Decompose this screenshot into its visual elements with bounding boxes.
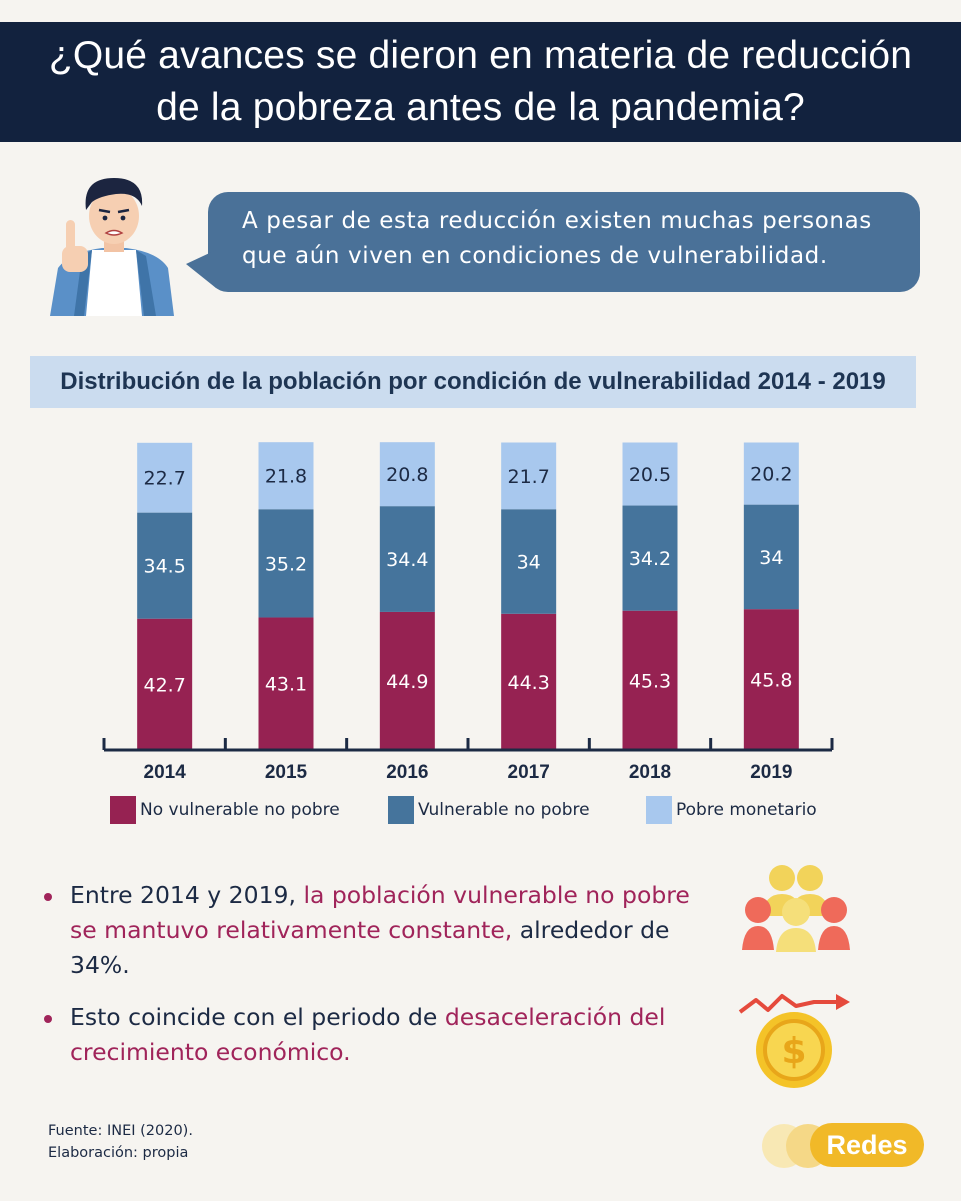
legend-swatch-pobre <box>646 796 672 824</box>
svg-text:$: $ <box>781 1031 806 1072</box>
data-label-pobre-monetario-2018: 20.5 <box>629 464 671 486</box>
bar-vulnerable-no-pobre-2015 <box>258 509 314 618</box>
data-label-no-vulnerable-no-pobre-2017: 44.3 <box>508 672 550 694</box>
bar-pobre-monetario-2017 <box>501 442 557 510</box>
chart-title: Distribución de la población por condici… <box>30 356 916 408</box>
person-pointing-icon <box>50 178 174 316</box>
bar-vulnerable-no-pobre-2019 <box>743 504 799 610</box>
legend-label-no-vulnerable: No vulnerable no pobre <box>140 800 340 820</box>
legend-item-no-vulnerable: No vulnerable no pobre <box>110 796 340 824</box>
logo-text: Redes <box>810 1123 924 1167</box>
data-label-no-vulnerable-no-pobre-2018: 45.3 <box>629 670 671 692</box>
legend-item-vulnerable: Vulnerable no pobre <box>388 796 590 824</box>
x-tick-label-2015: 2015 <box>265 762 308 783</box>
bullet-dot <box>44 1015 52 1023</box>
legend-label-vulnerable: Vulnerable no pobre <box>418 800 590 820</box>
data-label-no-vulnerable-no-pobre-2019: 45.8 <box>750 670 792 692</box>
data-label-vulnerable-no-pobre-2018: 34.2 <box>629 548 671 570</box>
data-label-pobre-monetario-2015: 21.8 <box>265 466 307 488</box>
legend-item-pobre: Pobre monetario <box>646 796 817 824</box>
data-label-vulnerable-no-pobre-2016: 34.4 <box>386 549 428 571</box>
data-label-no-vulnerable-no-pobre-2014: 42.7 <box>144 674 186 696</box>
legend-label-pobre: Pobre monetario <box>676 800 817 820</box>
bar-vulnerable-no-pobre-2018 <box>622 505 678 611</box>
bar-no-vulnerable-no-pobre-2017 <box>501 613 557 750</box>
bar-pobre-monetario-2015 <box>258 442 314 510</box>
bar-pobre-monetario-2019 <box>743 442 799 505</box>
x-tick-label-2018: 2018 <box>629 762 671 783</box>
speech-bubble-tail <box>186 250 216 288</box>
data-label-vulnerable-no-pobre-2019: 34 <box>759 547 783 569</box>
people-group-icon <box>742 865 850 952</box>
data-label-vulnerable-no-pobre-2014: 34.5 <box>144 556 186 578</box>
data-label-no-vulnerable-no-pobre-2016: 44.9 <box>386 671 428 693</box>
bar-vulnerable-no-pobre-2016 <box>379 506 435 612</box>
source-note: Fuente: INEI (2020). Elaboración: propia <box>48 1120 193 1164</box>
data-label-pobre-monetario-2019: 20.2 <box>750 464 792 486</box>
bar-pobre-monetario-2016 <box>379 442 435 507</box>
data-label-pobre-monetario-2016: 20.8 <box>386 464 428 486</box>
bar-no-vulnerable-no-pobre-2014 <box>137 618 193 750</box>
x-tick-label-2019: 2019 <box>750 762 792 783</box>
x-tick-label-2014: 2014 <box>144 762 187 783</box>
chart-legend: No vulnerable no pobre Vulnerable no pob… <box>0 796 961 832</box>
data-label-vulnerable-no-pobre-2017: 34 <box>517 552 541 574</box>
data-label-pobre-monetario-2014: 22.7 <box>144 468 186 490</box>
header-banner: ¿Qué avances se dieron en materia de red… <box>0 22 961 142</box>
legend-swatch-no-vulnerable <box>110 796 136 824</box>
redes-logo: Redes <box>762 1120 928 1168</box>
data-label-pobre-monetario-2017: 21.7 <box>508 466 550 488</box>
speech-bubble: A pesar de esta reducción existen muchas… <box>186 192 920 292</box>
source-text: Fuente: INEI (2020). <box>48 1123 193 1139</box>
legend-swatch-vulnerable <box>388 796 414 824</box>
bar-pobre-monetario-2018 <box>622 442 678 506</box>
speech-line-2: que aún viven en condiciones de vulnerab… <box>242 243 828 269</box>
speech-line-1: A pesar de esta reducción existen muchas… <box>242 208 872 234</box>
coin-trend-icon: $ <box>738 994 850 1088</box>
bar-no-vulnerable-no-pobre-2016 <box>379 611 435 750</box>
bullet-point-1: Entre 2014 y 2019, la población vulnerab… <box>44 878 704 983</box>
bar-no-vulnerable-no-pobre-2015 <box>258 617 314 750</box>
bullet-dot <box>44 893 52 901</box>
bullet-text-2: Esto coincide con el periodo de desacele… <box>70 1000 704 1070</box>
stacked-bar-chart: 42.7 34.5 22.7 2014 43.1 35.2 21.8 2015 44.9 34.4… <box>102 442 834 783</box>
page-title-line-1: ¿Qué avances se dieron en materia de red… <box>48 34 913 77</box>
data-label-vulnerable-no-pobre-2015: 35.2 <box>265 553 307 575</box>
bar-vulnerable-no-pobre-2014 <box>137 512 193 619</box>
x-tick-label-2016: 2016 <box>386 762 428 783</box>
page-title-line-2: de la pobreza antes de la pandemia? <box>156 86 805 129</box>
credit-text: Elaboración: propia <box>48 1145 189 1161</box>
bullet-1-highlight: la población vulnerable no pobre se mant… <box>70 881 690 944</box>
x-tick-label-2017: 2017 <box>508 762 550 783</box>
data-label-no-vulnerable-no-pobre-2015: 43.1 <box>265 674 307 696</box>
bar-no-vulnerable-no-pobre-2019 <box>743 609 799 750</box>
bar-vulnerable-no-pobre-2017 <box>501 509 557 614</box>
bar-no-vulnerable-no-pobre-2018 <box>622 610 678 750</box>
bullet-point-2: Esto coincide con el periodo de desacele… <box>44 1000 704 1070</box>
bullet-text-1: Entre 2014 y 2019, la población vulnerab… <box>70 878 704 983</box>
bullet-1-after: alrededor de 34%. <box>70 916 670 979</box>
bar-pobre-monetario-2014 <box>137 442 193 513</box>
bullet-2-highlight: desaceleración del crecimiento económico… <box>70 1003 666 1066</box>
bullet-2-before: Esto coincide con el periodo de <box>70 1003 445 1031</box>
bullet-1-before: Entre 2014 y 2019, <box>70 881 304 909</box>
